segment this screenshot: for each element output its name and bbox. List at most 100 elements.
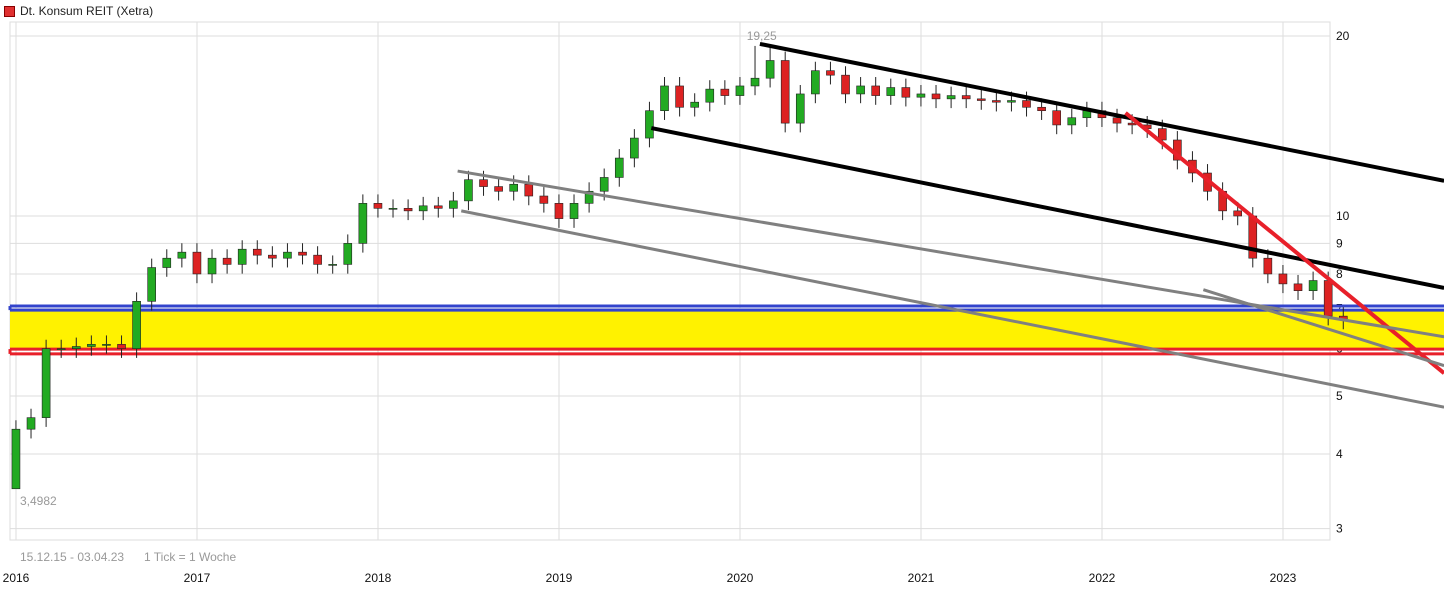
candle-body xyxy=(886,87,896,96)
support-zone xyxy=(10,310,1444,350)
candle-body xyxy=(901,87,911,98)
candle-body xyxy=(660,85,669,112)
candle-body xyxy=(237,248,247,265)
candle-body xyxy=(931,93,941,100)
candle-body xyxy=(87,344,96,347)
chart-title: Dt. Konsum REIT (Xetra) xyxy=(4,4,153,18)
title-text: Dt. Konsum REIT (Xetra) xyxy=(20,4,154,18)
candle-body xyxy=(795,93,805,124)
candle-body xyxy=(841,74,850,95)
candle-body xyxy=(992,100,1001,103)
candle-body xyxy=(449,200,458,209)
trendline xyxy=(650,126,1444,290)
candle-body xyxy=(71,346,81,349)
candle-body xyxy=(1067,117,1077,126)
x-tick-label: 2017 xyxy=(184,571,211,585)
candle-body xyxy=(433,205,443,209)
candle-body xyxy=(509,183,518,192)
x-tick-label: 2018 xyxy=(365,571,392,585)
max-price-label: 19,25 xyxy=(747,29,777,43)
candle-body xyxy=(1233,210,1242,217)
candle-body xyxy=(147,267,156,302)
y-tick-label: 20 xyxy=(1336,29,1350,43)
candle-body xyxy=(916,93,926,98)
candle-body xyxy=(750,77,760,87)
series-color-icon xyxy=(4,5,15,17)
candle-body xyxy=(1263,257,1273,275)
candle-body xyxy=(856,85,865,95)
candle-body xyxy=(765,60,775,79)
candle-body xyxy=(1278,273,1288,285)
y-tick-label: 8 xyxy=(1336,267,1343,281)
candle-body xyxy=(56,348,66,350)
candle-body xyxy=(373,203,383,209)
candle-body xyxy=(418,205,428,212)
candle-body xyxy=(283,251,292,259)
trendline xyxy=(460,209,1444,409)
candle-body xyxy=(1007,100,1016,103)
candle-body xyxy=(11,428,21,490)
candle-body xyxy=(569,203,579,219)
trendline xyxy=(457,169,1444,339)
candle-body xyxy=(479,179,488,187)
candle-body xyxy=(207,257,217,275)
candle-body xyxy=(162,257,172,268)
candle-body xyxy=(630,137,639,159)
y-tick-label: 5 xyxy=(1336,389,1343,403)
candle-body xyxy=(388,208,398,210)
candle-body xyxy=(192,251,202,275)
candle-body xyxy=(252,248,262,256)
candle-body xyxy=(826,70,835,76)
candle-body xyxy=(961,95,971,100)
trendline xyxy=(1124,111,1444,375)
candle-body xyxy=(132,301,141,349)
x-tick-label: 2023 xyxy=(1270,571,1297,585)
candle-body xyxy=(313,254,322,265)
candle-body xyxy=(705,88,715,103)
candle-body xyxy=(117,344,126,349)
candle-body xyxy=(946,95,956,100)
candle-body xyxy=(1127,122,1137,126)
candle-body xyxy=(222,257,232,265)
y-tick-label: 4 xyxy=(1336,447,1343,461)
candle-body xyxy=(599,177,609,192)
candle-body xyxy=(524,183,534,197)
trendline xyxy=(1202,288,1444,368)
candle-body xyxy=(1323,280,1333,317)
candle-body xyxy=(1037,106,1046,112)
y-tick-label: 10 xyxy=(1336,209,1350,223)
candle-body xyxy=(102,344,111,346)
date-range-note: 15.12.15 - 03.04.23 xyxy=(20,550,124,564)
candle-body xyxy=(298,251,307,256)
candle-body xyxy=(554,203,564,219)
candle-body xyxy=(26,417,36,430)
candle-body xyxy=(584,190,594,204)
candle-body xyxy=(268,254,277,259)
y-tick-label: 9 xyxy=(1336,236,1343,250)
candle-body xyxy=(976,98,986,101)
candle-body xyxy=(735,85,745,96)
candle-body xyxy=(41,348,51,418)
candle-body xyxy=(1157,128,1167,141)
candle-body xyxy=(614,157,624,178)
trendline xyxy=(759,41,1444,183)
candle-body xyxy=(464,179,473,202)
candle-body xyxy=(871,85,880,96)
candle-body xyxy=(328,264,337,266)
candle-body xyxy=(494,186,503,192)
candle-body xyxy=(358,203,368,244)
candle-body xyxy=(690,101,699,108)
candle-body xyxy=(720,88,730,96)
x-tick-label: 2020 xyxy=(727,571,754,585)
candle-body xyxy=(177,251,187,259)
x-tick-label: 2022 xyxy=(1089,571,1116,585)
y-tick-label: 3 xyxy=(1336,522,1343,536)
candle-body xyxy=(645,110,654,139)
candle-body xyxy=(343,243,353,265)
candle-body xyxy=(1052,110,1061,126)
plot-frame xyxy=(9,21,1331,541)
candle-body xyxy=(539,195,549,204)
candle-body xyxy=(403,208,413,212)
